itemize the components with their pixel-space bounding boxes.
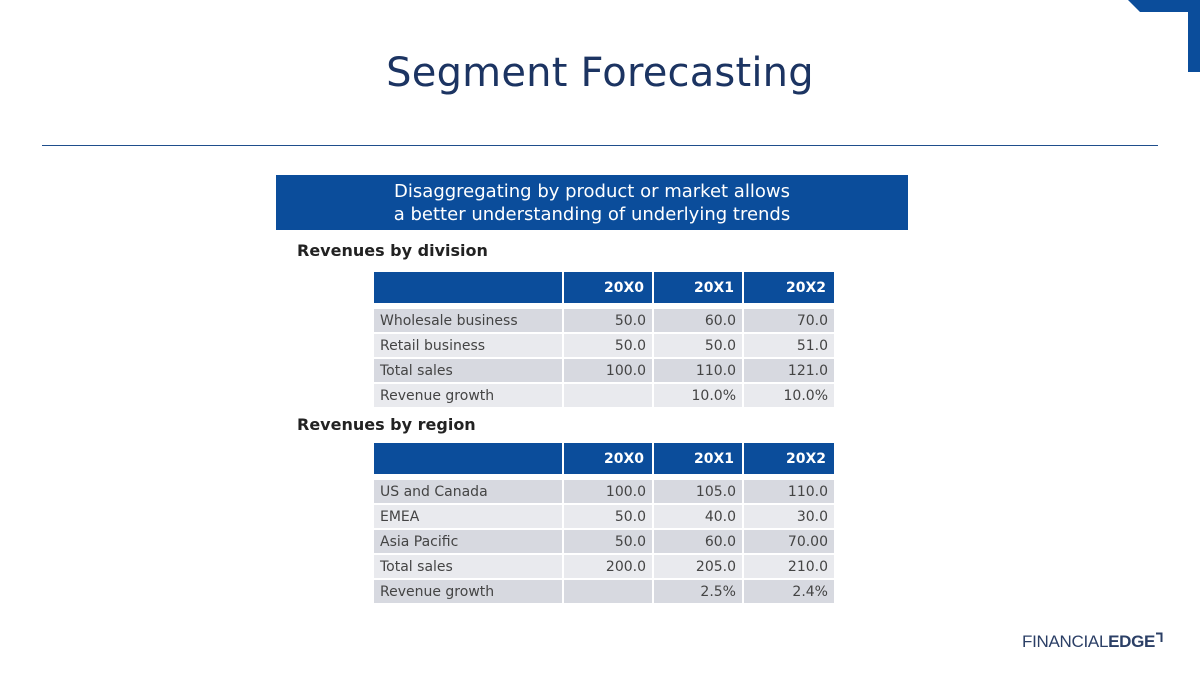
cell-value — [564, 580, 654, 605]
cell-value: 2.4% — [744, 580, 834, 605]
row-label: EMEA — [374, 505, 564, 530]
cell-value: 70.00 — [744, 530, 834, 555]
row-label: US and Canada — [374, 480, 564, 505]
cell-value: 50.0 — [564, 334, 654, 359]
table-row: Wholesale business 50.0 60.0 70.0 — [374, 309, 834, 334]
header-cell: 20X2 — [744, 443, 834, 474]
cell-value: 200.0 — [564, 555, 654, 580]
table-header-row: 20X0 20X1 20X2 — [374, 443, 834, 474]
row-label: Wholesale business — [374, 309, 564, 334]
row-label: Revenue growth — [374, 580, 564, 605]
cell-value: 110.0 — [744, 480, 834, 505]
table-row: Revenue growth 10.0% 10.0% — [374, 384, 834, 409]
header-cell — [374, 272, 564, 303]
row-label: Revenue growth — [374, 384, 564, 409]
cell-value: 40.0 — [654, 505, 744, 530]
table-row: EMEA 50.0 40.0 30.0 — [374, 505, 834, 530]
cell-value: 50.0 — [654, 334, 744, 359]
row-label: Total sales — [374, 359, 564, 384]
header-cell: 20X1 — [654, 443, 744, 474]
row-label: Retail business — [374, 334, 564, 359]
table-row: Asia Pacific 50.0 60.0 70.00 — [374, 530, 834, 555]
cell-value: 100.0 — [564, 359, 654, 384]
cell-value: 205.0 — [654, 555, 744, 580]
header-cell: 20X0 — [564, 272, 654, 303]
cell-value: 105.0 — [654, 480, 744, 505]
header-cell: 20X0 — [564, 443, 654, 474]
cell-value: 10.0% — [654, 384, 744, 409]
cell-value: 2.5% — [654, 580, 744, 605]
corner-decoration — [1128, 0, 1200, 72]
spacer-row — [374, 303, 834, 309]
cell-value: 110.0 — [654, 359, 744, 384]
table-row: Total sales 100.0 110.0 121.0 — [374, 359, 834, 384]
slide-title: Segment Forecasting — [386, 50, 814, 96]
division-section-label: Revenues by division — [297, 241, 488, 260]
spacer-row — [374, 474, 834, 480]
logo-corner-icon — [1156, 632, 1163, 642]
cell-value: 50.0 — [564, 309, 654, 334]
row-label: Asia Pacific — [374, 530, 564, 555]
banner-line-2: a better understanding of underlying tre… — [393, 203, 791, 225]
header-cell: 20X1 — [654, 272, 744, 303]
logo-text-edge: EDGE — [1108, 632, 1156, 651]
title-divider — [42, 145, 1158, 146]
table-row: Revenue growth 2.5% 2.4% — [374, 580, 834, 605]
table-header-row: 20X0 20X1 20X2 — [374, 272, 834, 303]
logo-text-financial: FINANCIAL — [1022, 632, 1109, 651]
division-table: 20X0 20X1 20X2 Wholesale business 50.0 6… — [374, 272, 834, 409]
cell-value: 121.0 — [744, 359, 834, 384]
key-message-banner: Disaggregating by product or market allo… — [276, 175, 908, 230]
cell-value: 50.0 — [564, 505, 654, 530]
cell-value: 100.0 — [564, 480, 654, 505]
cell-value — [564, 384, 654, 409]
cell-value: 60.0 — [654, 530, 744, 555]
cell-value: 30.0 — [744, 505, 834, 530]
cell-value: 210.0 — [744, 555, 834, 580]
financial-edge-logo: FINANCIALEDGE — [1022, 632, 1163, 652]
cell-value: 50.0 — [564, 530, 654, 555]
header-cell — [374, 443, 564, 474]
cell-value: 51.0 — [744, 334, 834, 359]
table-row: Total sales 200.0 205.0 210.0 — [374, 555, 834, 580]
cell-value: 10.0% — [744, 384, 834, 409]
cell-value: 60.0 — [654, 309, 744, 334]
region-table: 20X0 20X1 20X2 US and Canada 100.0 105.0… — [374, 443, 834, 605]
banner-line-1: Disaggregating by product or market allo… — [394, 180, 790, 202]
table-row: Retail business 50.0 50.0 51.0 — [374, 334, 834, 359]
cell-value: 70.0 — [744, 309, 834, 334]
row-label: Total sales — [374, 555, 564, 580]
table-row: US and Canada 100.0 105.0 110.0 — [374, 480, 834, 505]
header-cell: 20X2 — [744, 272, 834, 303]
region-section-label: Revenues by region — [297, 415, 476, 434]
